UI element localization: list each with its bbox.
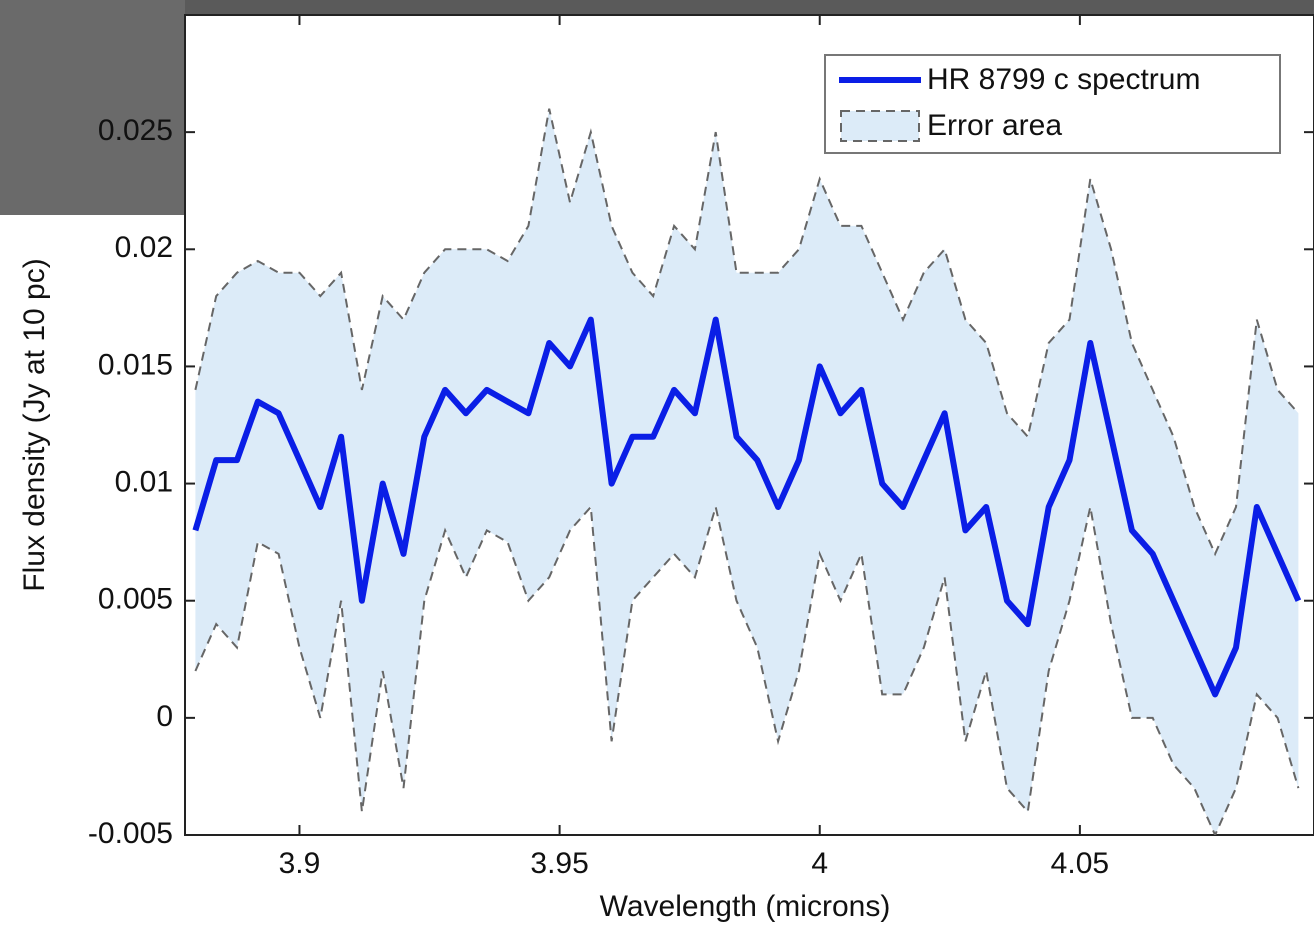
y-tick-label: 0.02 [115, 231, 173, 264]
y-tick-label: -0.005 [88, 817, 173, 850]
y-tick-label: 0.025 [98, 114, 173, 147]
background-photo [0, 0, 1314, 15]
error-edge [194, 108, 1300, 557]
y-tick-label: 0.015 [98, 348, 173, 381]
legend-label: HR 8799 c spectrum [927, 63, 1200, 96]
x-axis-label: Wavelength (microns) [600, 890, 891, 923]
plot-layer [192, 108, 1302, 835]
x-tick-label: 4 [811, 847, 828, 880]
x-tick-label: 3.9 [279, 847, 321, 880]
y-tick-label: 0.005 [98, 583, 173, 616]
x-tick-label: 4.05 [1051, 847, 1109, 880]
y-tick-label: 0 [156, 700, 173, 733]
axes-layer: -0.005 0 0.005 0.01 0.015 0.02 0.025 3.9 3.95 4 4.… [88, 15, 1314, 880]
error-edge [194, 503, 1300, 835]
y-axis-label: Flux density (Jy at 10 pc) [18, 258, 51, 591]
y-tick-label: 0.01 [115, 465, 173, 498]
x-tick-label: 3.95 [530, 847, 588, 880]
legend-patch [840, 110, 920, 142]
spectrum-line [192, 316, 1302, 698]
background-photo [0, 0, 185, 215]
error-area [195, 108, 1299, 835]
legend-label: Error area [927, 109, 1062, 142]
